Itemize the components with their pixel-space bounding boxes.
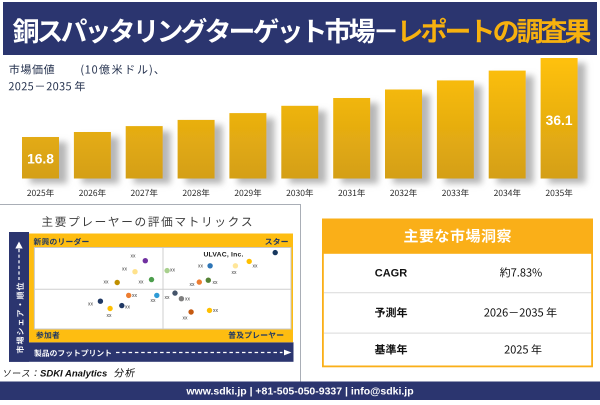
svg-text:36.1: 36.1 — [546, 113, 573, 128]
svg-text:xx: xx — [107, 313, 113, 319]
svg-text:xx: xx — [104, 279, 110, 285]
svg-text:xx: xx — [213, 280, 219, 286]
svg-text:xx: xx — [151, 298, 157, 304]
svg-text:xx: xx — [185, 296, 191, 302]
svg-text:xx: xx — [125, 304, 131, 310]
svg-text:16.8: 16.8 — [27, 152, 54, 167]
svg-text:xx: xx — [165, 295, 171, 301]
svg-text:SDKI Analytics: SDKI Analytics — [40, 369, 107, 380]
svg-text:xx: xx — [139, 279, 145, 285]
svg-text:CAGR: CAGR — [375, 268, 407, 280]
svg-text:xx: xx — [198, 263, 204, 269]
svg-text:www.sdki.jp | +81-505-050-9337: www.sdki.jp | +81-505-050-9337 | info@sd… — [185, 385, 413, 397]
svg-text:xx: xx — [232, 270, 238, 276]
svg-text:xx: xx — [132, 293, 138, 299]
svg-text:xx: xx — [183, 315, 189, 321]
svg-text:ULVAC, Inc.: ULVAC, Inc. — [203, 252, 243, 259]
svg-text:xx: xx — [131, 253, 137, 259]
svg-text:xx: xx — [190, 282, 196, 288]
svg-text:xx: xx — [213, 308, 219, 314]
svg-text:xx: xx — [88, 301, 94, 307]
svg-text:xx: xx — [170, 267, 176, 273]
svg-text:xx: xx — [253, 263, 259, 269]
svg-text:xx: xx — [122, 266, 128, 272]
